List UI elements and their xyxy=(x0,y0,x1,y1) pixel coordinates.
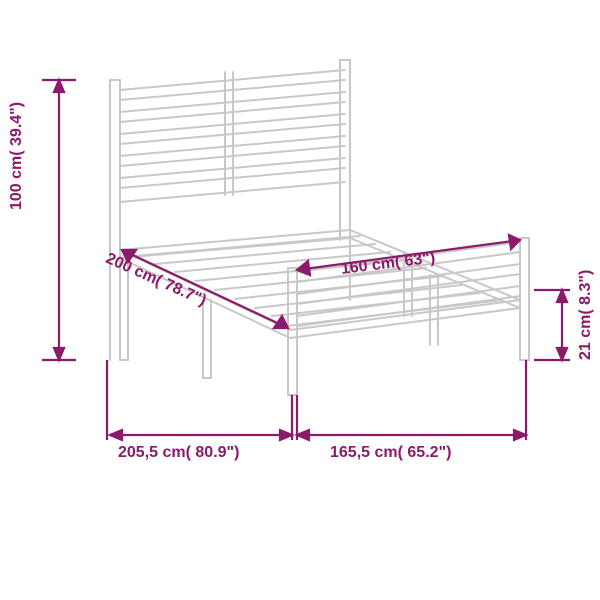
label-height: 100 cm( 39.4") xyxy=(8,102,26,210)
label-inner-width-in: 63" xyxy=(404,250,431,270)
label-outer-width-cm: 165,5 cm xyxy=(330,444,398,461)
label-height-cm: 100 cm xyxy=(8,156,25,210)
label-outer-length-in: 80.9" xyxy=(195,444,234,461)
bed-drawing xyxy=(0,0,600,600)
label-outer-length-cm: 205,5 cm xyxy=(118,444,186,461)
label-footboard-h-cm: 21 cm xyxy=(577,315,594,360)
diagram-stage: 100 cm( 39.4") 200 cm( 78.7") 205,5 cm( … xyxy=(0,0,600,600)
label-outer-width: 165,5 cm( 65.2") xyxy=(330,444,451,462)
label-outer-length: 205,5 cm( 80.9") xyxy=(118,444,239,462)
label-footboard-height: 21 cm( 8.3") xyxy=(577,270,595,360)
label-footboard-h-in: 8.3" xyxy=(577,275,594,305)
label-height-in: 39.4" xyxy=(8,107,25,146)
label-outer-width-in: 65.2" xyxy=(407,444,446,461)
